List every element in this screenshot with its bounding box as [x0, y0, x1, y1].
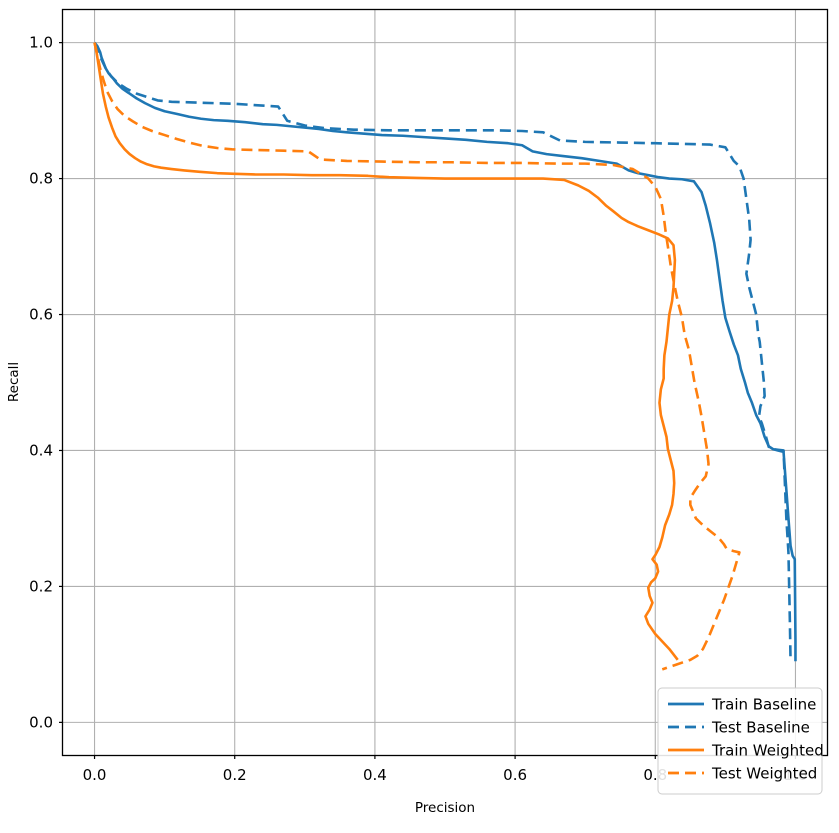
- y-tick-label-3: 0.6: [29, 306, 53, 324]
- legend-label-train-baseline: Train Baseline: [711, 696, 816, 714]
- x-tick-label-1: 0.2: [223, 766, 247, 784]
- legend-label-test-baseline: Test Baseline: [711, 719, 810, 737]
- series-line-train-weighted: [93, 42, 679, 661]
- x-tick-label-3: 0.6: [503, 766, 527, 784]
- series-line-test-weighted: [93, 42, 741, 671]
- y-tick-label-4: 0.8: [29, 170, 53, 188]
- series-line-test-baseline: [93, 42, 792, 662]
- legend-label-train-weighted: Train Weighted: [711, 742, 824, 760]
- legend-box[interactable]: [657, 687, 823, 795]
- x-tick-label-0: 0.0: [83, 766, 107, 784]
- series-lines: [93, 41, 797, 671]
- y-axis-label: Recall: [6, 362, 22, 402]
- chart-legend[interactable]: Train Baseline Test Baseline Train Weighte…: [657, 687, 824, 795]
- x-tick-label-2: 0.4: [363, 766, 387, 784]
- y-tick-label-2: 0.4: [29, 441, 53, 459]
- series-line-train-baseline: [93, 41, 797, 662]
- legend-label-test-weighted: Test Weighted: [711, 765, 817, 783]
- y-tick-label-0: 0.0: [29, 713, 53, 731]
- y-tick-label-5: 1.0: [29, 34, 53, 52]
- x-axis-label: Precision: [415, 800, 475, 816]
- y-tick-label-1: 0.2: [29, 577, 53, 595]
- axis-spines: [61, 8, 829, 757]
- gridlines: [63, 10, 827, 755]
- axis-ticks: 0.00.20.40.60.81.00.00.20.40.60.81.0: [29, 34, 807, 784]
